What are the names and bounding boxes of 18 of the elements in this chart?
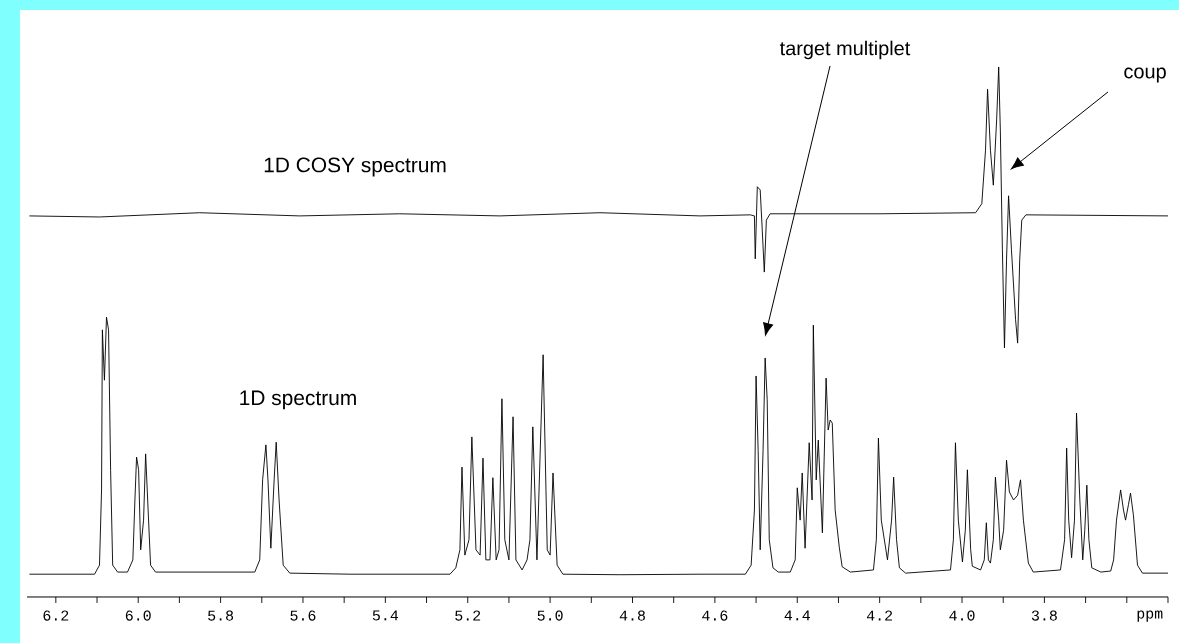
x-tick-label: 5.6 [290, 610, 316, 621]
annotation: coup [1124, 67, 1166, 83]
x-tick-label: 6.2 [43, 610, 69, 621]
x-tick-label: 5.2 [455, 610, 481, 621]
text: target multiplet [779, 40, 911, 60]
x-tick-label: 3.8 [1031, 610, 1057, 621]
x-tick-label: 4.6 [702, 610, 728, 621]
x-tick-label: 4.8 [619, 610, 645, 621]
text: 1D spectrum [240, 390, 356, 410]
x-tick-label: 4.0 [949, 610, 975, 621]
series-label: 1D COSY spectrum [264, 157, 446, 177]
x-tick-label: 5.0 [537, 610, 563, 621]
x-tick-label: 5.8 [208, 610, 234, 621]
x-axis-title: ppm [1137, 610, 1163, 622]
x-tick-label: 6.0 [125, 610, 151, 621]
x-tick-label: 5.4 [372, 610, 399, 621]
x-tick-label: 4.2 [866, 610, 893, 621]
x-tick-label: 4.4 [784, 610, 810, 621]
